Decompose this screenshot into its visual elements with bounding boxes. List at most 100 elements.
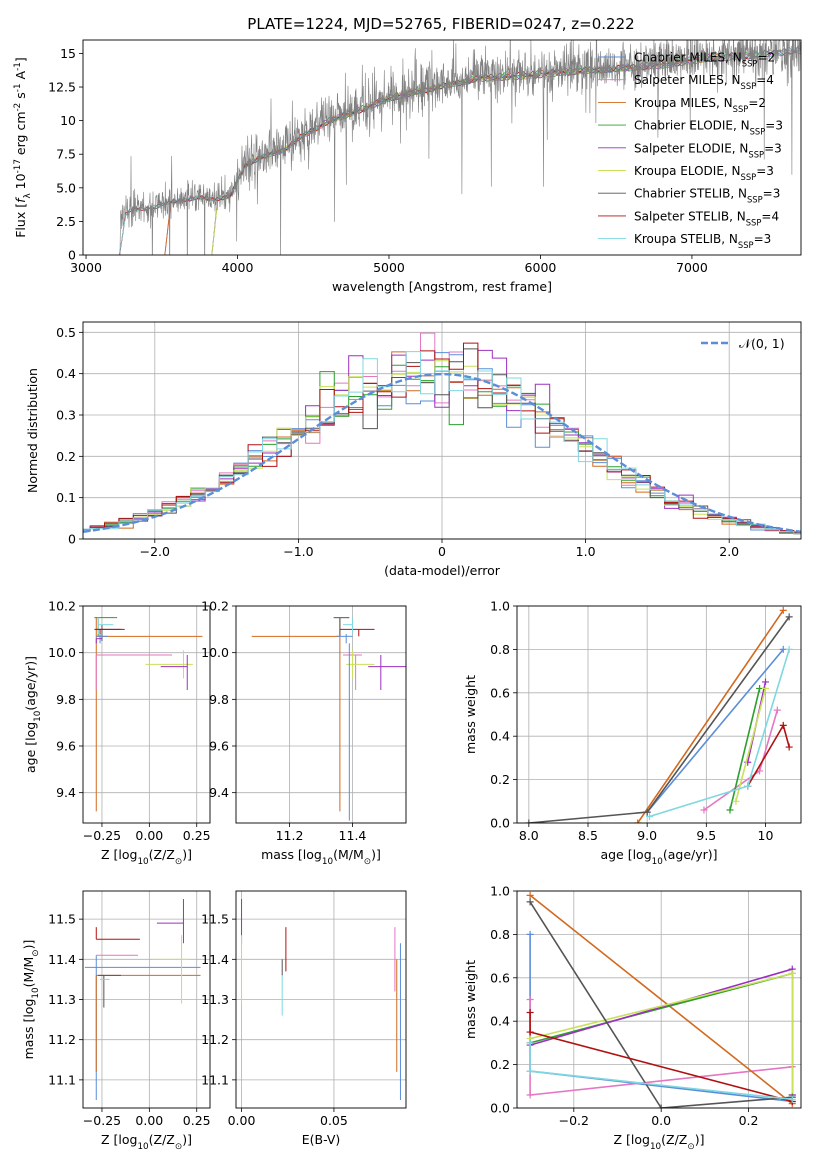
y-tick-label: 2.5 [56, 214, 76, 229]
massweight-marker [526, 996, 534, 1003]
y-tick-label: 0.2 [490, 1057, 510, 1072]
mass-vs-EBV-frame [235, 890, 407, 1109]
mass-vs-Z-axes: −0.25 0.00 0.25 11.1 11.2 11.3 11.4 11.5 Z [log1… [21, 891, 211, 1152]
massweight-series [732, 684, 769, 805]
y-tick-label: 9.6 [209, 739, 229, 754]
x-tick-label: 0.00 [228, 1113, 256, 1128]
errorbar [153, 935, 190, 1004]
legend-label: Chabrier STELIB, NSSP=3 [634, 187, 780, 205]
residuals-frame [82, 321, 802, 540]
errorbar [94, 628, 125, 637]
massweight-line [649, 649, 790, 818]
y-tick-label: 10.0 [201, 645, 229, 660]
y-tick-label: 11.5 [201, 912, 229, 927]
massweight-line [529, 894, 793, 1105]
residual-histogram [83, 332, 801, 534]
x-axis-label: Z [log10(Z/Z⊙)] [613, 1132, 704, 1152]
massweight-marker [526, 891, 534, 899]
massweight-marker [526, 1039, 534, 1047]
errorbar [95, 974, 201, 1072]
x-tick-label: 0.05 [320, 1113, 348, 1128]
age-vs-Z-axes: −0.25 0.00 0.25 9.4 9.6 9.8 10.0 10.2 Z [log10(Z… [23, 599, 211, 868]
y-tick-label: 12.5 [48, 80, 76, 95]
massweight-marker [732, 797, 740, 805]
massweight-line [637, 609, 784, 823]
residuals-axes: −2.0 −1.0 0 1.0 2.0 0 0.1 0.2 0.3 0.4 0.5 (data-mod… [25, 322, 801, 578]
errorbar [95, 617, 203, 812]
y-axis-label: Flux [fλ 10-17 erg cm-2 s-1 A-1] [13, 57, 33, 238]
x-axis-label: Z [log10(Z/Z⊙)] [101, 847, 192, 867]
y-tick-label: 9.4 [209, 785, 229, 800]
y-tick-label: 11.2 [48, 1032, 76, 1047]
massweight-line [735, 688, 767, 802]
y-tick-label: 10.0 [48, 645, 76, 660]
y-tick-label: 11.3 [48, 992, 76, 1007]
massweight-marker [756, 684, 764, 692]
massweight-series [726, 684, 764, 814]
y-axis-label: mass weight [463, 960, 478, 1039]
massweight-marker [526, 1028, 534, 1036]
y-tick-label: 0.6 [490, 685, 510, 700]
massweight-vs-age-frame [516, 605, 802, 824]
x-tick-label: 11.2 [276, 828, 304, 843]
legend-label: Chabrier MILES, NSSP=2 [634, 51, 775, 69]
mass-vs-EBV-axes: 0.00 0.05 11.1 11.2 11.3 11.4 11.5 E(B-V) [201, 891, 406, 1147]
age-vs-mass-axes: 11.2 11.4 9.4 9.6 9.8 10.0 10.2 mass [log10(M/M… [201, 599, 406, 867]
massweight-line [646, 648, 784, 813]
y-tick-label: 9.4 [56, 785, 76, 800]
y-tick-label: 0.2 [490, 772, 510, 787]
y-axis-label: mass [log10(M/M⊙)] [21, 940, 41, 1060]
y-tick-label: 10.2 [201, 599, 229, 614]
legend-label: Salpeter ELODIE, NSSP=3 [634, 141, 782, 159]
y-tick-label: 11.2 [201, 1032, 229, 1047]
massweight-marker [744, 782, 752, 790]
x-tick-label: 8.0 [519, 828, 539, 843]
massweight-marker [785, 743, 793, 751]
x-tick-label: 1.0 [576, 544, 596, 559]
x-tick-label: 8.5 [578, 828, 598, 843]
y-tick-label: 7.5 [56, 147, 76, 162]
residual-histogram [83, 349, 801, 534]
x-tick-label: 6000 [525, 260, 557, 275]
massweight-marker [785, 645, 793, 653]
y-tick-label: 0.1 [56, 490, 76, 505]
massweight-marker [646, 812, 654, 820]
massweight-line [529, 901, 793, 1108]
spectrum-legend: Chabrier MILES, NSSP=2 Salpeter MILES, NS… [598, 51, 783, 250]
y-tick-label: 0 [68, 248, 76, 263]
residual-histogram [83, 351, 801, 535]
x-axis-label: Z [log10(Z/Z⊙)] [101, 1132, 192, 1152]
y-tick-label: 15 [60, 46, 76, 61]
errorbar [333, 617, 350, 637]
massweight-marker [762, 678, 769, 686]
massweight-vs-age-axes: 8.0 8.5 9.0 9.5 10 0.0 0.2 0.4 0.6 0.8 1.0 age [log… [463, 599, 801, 867]
massweight-marker [788, 1095, 796, 1103]
x-tick-label: −2.0 [140, 544, 170, 559]
legend-label: 𝒩(0, 1) [739, 336, 785, 351]
x-tick-label: −0.25 [83, 1113, 121, 1128]
massweight-series [646, 645, 793, 820]
massweight-marker [526, 1009, 534, 1017]
massweight-series [700, 706, 781, 814]
y-tick-label: 0.6 [490, 970, 510, 985]
y-axis-label: age [log10(age/yr)] [23, 656, 43, 773]
massweight-marker [788, 969, 796, 977]
errorbar [160, 655, 188, 690]
x-tick-label: 0.25 [183, 1113, 211, 1128]
massweight-marker [526, 930, 534, 938]
y-tick-label: 11.1 [48, 1072, 76, 1087]
errorbar [336, 634, 353, 644]
errorbar [251, 617, 341, 812]
errorbar [156, 899, 184, 944]
massweight-marker [773, 706, 781, 714]
x-axis-label: (data-model)/error [384, 563, 501, 578]
x-tick-label: 0.0 [651, 1113, 671, 1128]
x-tick-label: −0.2 [559, 1113, 589, 1128]
mass-vs-Z-frame [82, 890, 211, 1109]
massweight-marker [526, 1067, 534, 1075]
errorbar [368, 655, 406, 690]
x-tick-label: 2.0 [719, 544, 739, 559]
y-tick-label: 0.4 [56, 366, 76, 381]
errorbar [95, 927, 140, 940]
